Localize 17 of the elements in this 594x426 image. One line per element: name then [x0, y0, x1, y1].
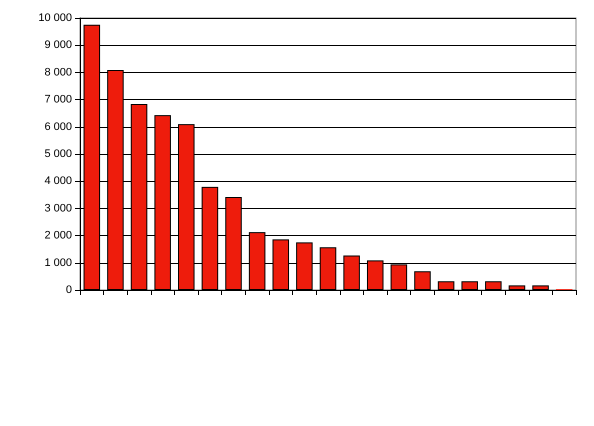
- bar: [485, 281, 502, 290]
- y-tick-label: 10 000: [38, 12, 72, 24]
- bar: [461, 281, 478, 290]
- bar: [414, 271, 431, 290]
- y-tick-label: 7 000: [44, 94, 72, 106]
- bar: [438, 281, 454, 290]
- bar: [532, 285, 549, 290]
- y-tick-label: 3 000: [44, 202, 72, 214]
- y-tick-label: 8 000: [44, 66, 72, 78]
- y-tick-label: 9 000: [44, 39, 72, 52]
- y-tick-label: 6 000: [44, 120, 72, 133]
- y-tick-label: 4 000: [44, 175, 72, 188]
- y-tick-label: 2 000: [44, 230, 72, 242]
- y-tick-label: 1 000: [44, 256, 72, 269]
- bar: [508, 285, 526, 290]
- y-tick-label: 5 000: [44, 148, 72, 160]
- y-tick-label: 0: [66, 284, 72, 296]
